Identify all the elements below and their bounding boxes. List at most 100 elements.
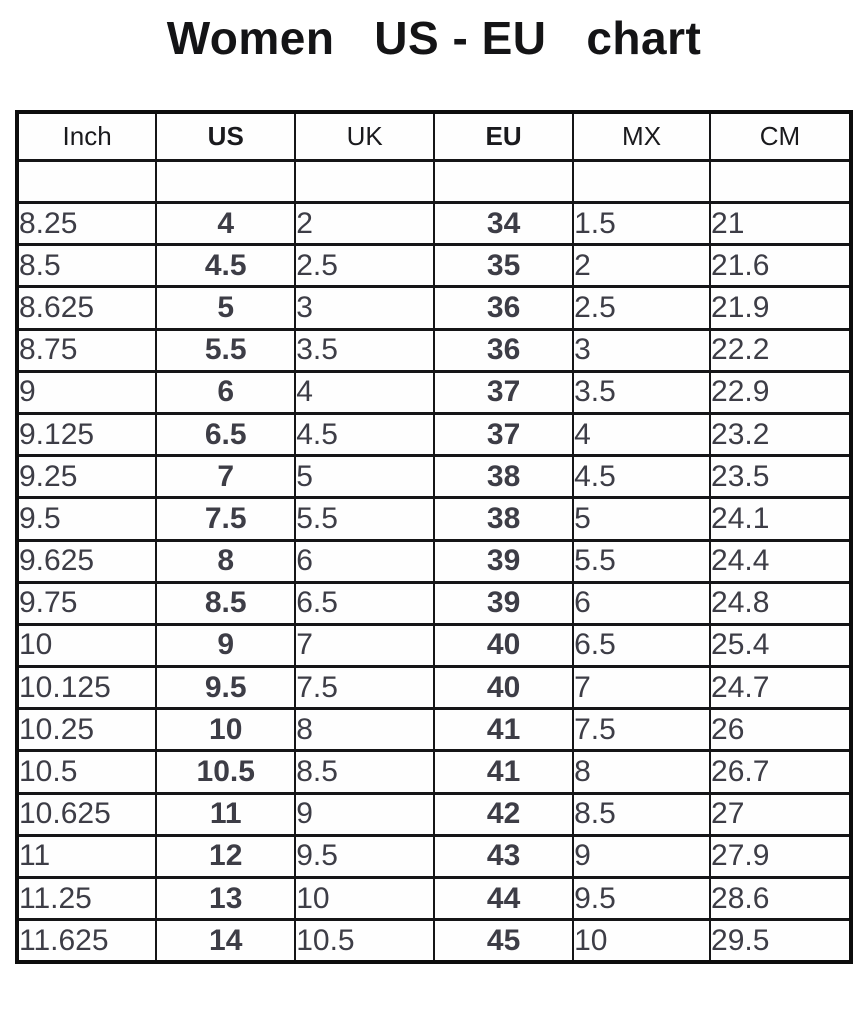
- cell-uk: 6.5: [294, 580, 436, 626]
- cell-eu: 36: [433, 327, 575, 373]
- spacer-cell: [709, 159, 852, 204]
- column-header-mx: MX: [572, 110, 712, 162]
- cell-cm: 24.4: [709, 538, 852, 584]
- cell-cm: 24.1: [709, 496, 852, 542]
- cell-mx: 2.5: [572, 285, 712, 331]
- cell-uk: 5.5: [294, 496, 436, 542]
- table-row: 9.25 7 5 38 4.5 23.5: [15, 454, 852, 500]
- cell-us: 4: [155, 200, 297, 247]
- column-header-eu: EU: [433, 110, 575, 162]
- cell-us: 13: [155, 875, 297, 922]
- cell-mx: 6.5: [572, 622, 712, 669]
- cell-mx: 5: [572, 496, 712, 542]
- cell-mx: 7: [572, 665, 712, 711]
- cell-mx: 7.5: [572, 707, 712, 753]
- header-row: Inch US UK EU MX CM: [15, 110, 852, 162]
- cell-inch: 9.625: [15, 538, 158, 584]
- table-row: 9.125 6.5 4.5 37 4 23.2: [15, 411, 852, 458]
- spacer-cell: [294, 159, 436, 204]
- cell-inch: 11.25: [15, 875, 158, 922]
- cell-us: 8: [155, 538, 297, 584]
- cell-uk: 4: [294, 369, 436, 415]
- cell-us: 7: [155, 454, 297, 500]
- cell-eu: 39: [433, 580, 575, 626]
- table-row: 11 12 9.5 43 9 27.9: [15, 833, 852, 880]
- cell-cm: 29.5: [709, 918, 852, 964]
- column-header-uk: UK: [294, 110, 436, 162]
- cell-cm: 27.9: [709, 833, 852, 880]
- cell-eu: 35: [433, 243, 575, 289]
- table-row: 8.75 5.5 3.5 36 3 22.2: [15, 327, 852, 373]
- cell-mx: 2: [572, 243, 712, 289]
- cell-us: 12: [155, 833, 297, 880]
- cell-mx: 6: [572, 580, 712, 626]
- table-body: 8.25 4 2 34 1.5 21 8.5 4.5 2.5 35 2 21.6 8.625 5 3 36 2.…: [15, 159, 852, 964]
- cell-uk: 7.5: [294, 665, 436, 711]
- table-row: 8.5 4.5 2.5 35 2 21.6: [15, 243, 852, 289]
- cell-us: 14: [155, 918, 297, 964]
- cell-inch: 11.625: [15, 918, 158, 964]
- cell-inch: 10.25: [15, 707, 158, 753]
- cell-cm: 21.9: [709, 285, 852, 331]
- cell-us: 8.5: [155, 580, 297, 626]
- cell-eu: 43: [433, 833, 575, 880]
- cell-inch: 9.75: [15, 580, 158, 626]
- cell-eu: 41: [433, 749, 575, 795]
- cell-uk: 8.5: [294, 749, 436, 795]
- column-header-inch: Inch: [15, 110, 158, 162]
- cell-cm: 28.6: [709, 875, 852, 922]
- cell-cm: 21: [709, 200, 852, 247]
- cell-inch: 9: [15, 369, 158, 415]
- cell-eu: 37: [433, 411, 575, 458]
- size-table: Inch US UK EU MX CM 8.25 4 2 34 1.5 21 8.5 4.5 2.5 35 2…: [15, 110, 853, 965]
- cell-cm: 22.9: [709, 369, 852, 415]
- spacer-cell: [15, 159, 158, 204]
- cell-us: 7.5: [155, 496, 297, 542]
- cell-eu: 36: [433, 285, 575, 331]
- cell-us: 6: [155, 369, 297, 415]
- column-header-us: US: [155, 110, 297, 162]
- spacer-cell: [572, 159, 712, 204]
- cell-inch: 8.625: [15, 285, 158, 331]
- cell-uk: 8: [294, 707, 436, 753]
- cell-inch: 9.25: [15, 454, 158, 500]
- cell-inch: 8.5: [15, 243, 158, 289]
- cell-uk: 6: [294, 538, 436, 584]
- cell-inch: 10.5: [15, 749, 158, 795]
- cell-inch: 9.5: [15, 496, 158, 542]
- table-row: 8.625 5 3 36 2.5 21.9: [15, 285, 852, 331]
- cell-uk: 3: [294, 285, 436, 331]
- cell-cm: 22.2: [709, 327, 852, 373]
- table-row: 10.25 10 8 41 7.5 26: [15, 707, 852, 753]
- cell-us: 4.5: [155, 243, 297, 289]
- table-row: 9.5 7.5 5.5 38 5 24.1: [15, 496, 852, 542]
- table-row: 9.625 8 6 39 5.5 24.4: [15, 538, 852, 584]
- cell-eu: 39: [433, 538, 575, 584]
- cell-cm: 27: [709, 791, 852, 837]
- spacer-row: [15, 159, 852, 204]
- cell-us: 10.5: [155, 749, 297, 795]
- cell-cm: 23.5: [709, 454, 852, 500]
- cell-mx: 5.5: [572, 538, 712, 584]
- cell-eu: 37: [433, 369, 575, 415]
- cell-mx: 4.5: [572, 454, 712, 500]
- cell-us: 9.5: [155, 665, 297, 711]
- table-row: 10 9 7 40 6.5 25.4: [15, 622, 852, 669]
- page-title: Women US - EU chart: [166, 12, 702, 64]
- cell-inch: 9.125: [15, 411, 158, 458]
- table-row: 11.25 13 10 44 9.5 28.6: [15, 875, 852, 922]
- cell-cm: 24.8: [709, 580, 852, 626]
- cell-eu: 41: [433, 707, 575, 753]
- cell-inch: 8.25: [15, 200, 158, 247]
- cell-cm: 26: [709, 707, 852, 753]
- cell-cm: 26.7: [709, 749, 852, 795]
- spacer-cell: [155, 159, 297, 204]
- table-row: 8.25 4 2 34 1.5 21: [15, 200, 852, 247]
- cell-uk: 7: [294, 622, 436, 669]
- cell-uk: 3.5: [294, 327, 436, 373]
- cell-inch: 10: [15, 622, 158, 669]
- cell-eu: 40: [433, 622, 575, 669]
- table-row: 9 6 4 37 3.5 22.9: [15, 369, 852, 415]
- cell-us: 9: [155, 622, 297, 669]
- cell-eu: 42: [433, 791, 575, 837]
